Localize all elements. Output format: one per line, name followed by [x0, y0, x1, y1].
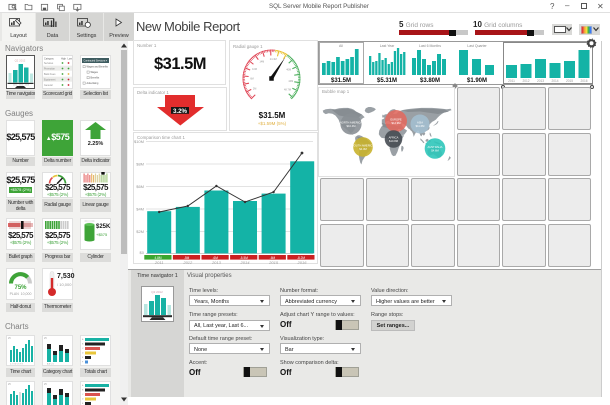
svg-text:$8M: $8M [136, 162, 144, 167]
svg-text:2015: 2015 [566, 79, 573, 83]
svg-text:2016: 2016 [580, 79, 587, 83]
svg-text:2011: 2011 [508, 79, 515, 83]
svg-text:A B C D: A B C D [47, 363, 55, 366]
svg-text:High: High [61, 58, 67, 61]
svg-text:AUSTRALIA: AUSTRALIA [428, 145, 443, 149]
svg-text:×: × [106, 59, 108, 63]
svg-text:A: A [82, 384, 84, 387]
svg-text:D: D [82, 399, 84, 401]
svg-text:Benefits: Benefits [91, 77, 100, 80]
svg-text:Category: Category [44, 58, 55, 61]
svg-text:2013: 2013 [211, 260, 222, 264]
svg-text:$3.80M: $3.80M [420, 78, 440, 83]
svg-text:$10M: $10M [134, 139, 144, 144]
svg-text:NORTH AMERICA: NORTH AMERICA [340, 121, 363, 125]
svg-text:F: F [82, 362, 84, 364]
svg-text:AFRICA: AFRICA [389, 136, 399, 140]
svg-text:$2M: $2M [136, 229, 144, 234]
svg-text:1 2 3 4 5 6 7 8: 1 2 3 4 5 6 7 8 [10, 364, 24, 366]
svg-text:$12.9M: $12.9M [392, 121, 402, 125]
svg-text:2013: 2013 [25, 84, 29, 86]
svg-text:24.4M: 24.4M [270, 58, 277, 61]
svg-text:-5M: -5M [184, 256, 190, 260]
svg-text:2014: 2014 [240, 260, 251, 264]
svg-text:Promotion: Promotion [44, 68, 56, 71]
svg-text:2012: 2012 [182, 260, 193, 264]
svg-text:4.8M: 4.8M [154, 256, 161, 260]
svg-text:EUROPE: EUROPE [390, 118, 402, 122]
svg-text:C: C [82, 348, 84, 350]
svg-text:44M: 44M [288, 80, 293, 83]
svg-text:25: 25 [8, 337, 11, 340]
svg-text:ASIA: ASIA [417, 121, 423, 125]
svg-text:10M: 10M [252, 68, 257, 71]
svg-text:Last Year: Last Year [380, 44, 395, 48]
svg-text:-8.2M: -8.2M [297, 256, 305, 260]
svg-text:-6M: -6M [212, 256, 218, 260]
svg-text:$4M: $4M [136, 207, 144, 212]
svg-text:2011: 2011 [154, 260, 164, 264]
svg-text:48.7M: 48.7M [284, 89, 291, 92]
svg-text:Low: Low [68, 58, 73, 61]
svg-text:2013: 2013 [537, 79, 544, 83]
svg-text:$4.6M: $4.6M [431, 149, 439, 153]
svg-text:3.2%: 3.2% [172, 107, 187, 114]
svg-text:$5.31M: $5.31M [377, 78, 397, 83]
svg-text:2015: 2015 [268, 260, 279, 264]
svg-text:25: 25 [44, 337, 47, 340]
svg-text:A: A [82, 338, 84, 341]
svg-text:14M: 14M [259, 61, 264, 64]
svg-text:$10.4M: $10.4M [347, 124, 357, 128]
svg-text:25: 25 [8, 383, 11, 386]
svg-text:Wages and Benefits: Wages and Benefits [87, 66, 109, 69]
svg-text:Wages: Wages [91, 71, 99, 74]
svg-text:E: E [82, 357, 84, 359]
svg-text:$10.8M: $10.8M [389, 139, 399, 143]
svg-text:2016: 2016 [297, 260, 308, 264]
svg-text:$11.6M: $11.6M [416, 124, 426, 128]
svg-text:$31.5M: $31.5M [331, 78, 351, 83]
svg-text:Equipment: Equipment [44, 79, 56, 82]
svg-text:SOUTH AMERICA: SOUTH AMERICA [352, 144, 374, 148]
svg-text:Services: Services [44, 62, 54, 65]
svg-text:B: B [82, 344, 84, 346]
svg-text:Bank Fees: Bank Fees [44, 73, 56, 76]
svg-text:$4.3M: $4.3M [359, 147, 367, 151]
svg-text:2012: 2012 [522, 79, 529, 83]
svg-text:40M: 40M [286, 68, 291, 71]
svg-text:-6M: -6M [270, 256, 276, 260]
svg-text:6M: 6M [250, 78, 253, 81]
svg-text:E: E [82, 403, 84, 405]
svg-text:2011: 2011 [13, 84, 17, 86]
svg-text:2012: 2012 [19, 84, 23, 86]
svg-text:$0: $0 [140, 250, 145, 255]
svg-text:25: 25 [44, 383, 47, 386]
svg-text:Last Quarter: Last Quarter [467, 44, 487, 48]
svg-text:B: B [82, 390, 84, 392]
svg-text:D: D [82, 353, 84, 355]
svg-text:$6M: $6M [136, 184, 144, 189]
svg-text:2014: 2014 [551, 79, 558, 83]
svg-text:Q2 2012: Q2 2012 [15, 59, 26, 63]
svg-text:Contracted Services: Contracted Services [84, 60, 106, 63]
svg-text:-5.5M: -5.5M [240, 256, 248, 260]
svg-text:All: All [339, 44, 343, 48]
svg-text:Advertising: Advertising [87, 82, 99, 85]
svg-text:$1.90M: $1.90M [467, 78, 487, 83]
svg-text:General: General [44, 84, 53, 87]
svg-text:C: C [82, 394, 84, 396]
svg-text:Q2 2012: Q2 2012 [151, 290, 163, 294]
svg-text:Last 6 Months: Last 6 Months [419, 44, 441, 48]
svg-text:2M: 2M [253, 87, 256, 90]
